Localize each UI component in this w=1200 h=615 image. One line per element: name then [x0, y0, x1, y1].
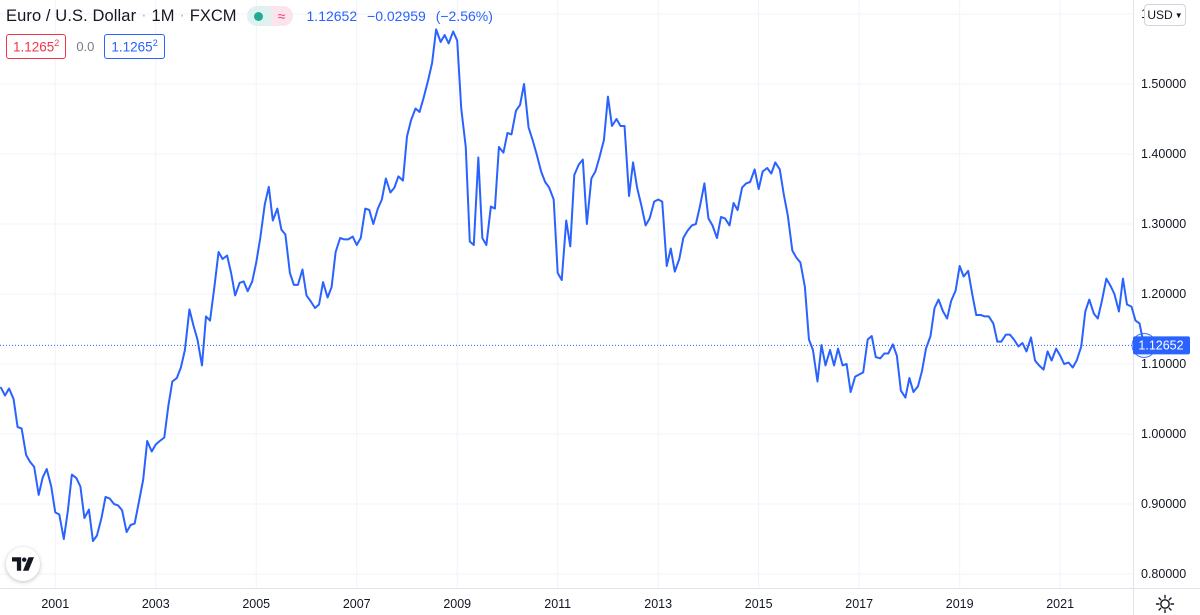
sell-price-sup: 2	[54, 38, 60, 48]
price-tick-label: 1.10000	[1141, 357, 1186, 371]
time-tick-label: 2003	[142, 597, 170, 611]
change-percent: (−2.56%)	[435, 8, 493, 24]
time-tick-label: 2001	[41, 597, 69, 611]
price-axis[interactable]: 0.80000 0.90000 1.00000 1.10000 1.20000 1.300…	[1141, 7, 1186, 581]
price-tick-label: 1.40000	[1141, 147, 1186, 161]
time-tick-label: 2017	[845, 597, 873, 611]
time-tick-label: 2013	[644, 597, 672, 611]
symbol-header: Euro / U.S. Dollar · 1M · FXCM ≈ 1.12652…	[6, 4, 499, 28]
price-change-readout: 1.12652 −0.02959 (−2.56%)	[307, 8, 499, 24]
tradingview-logo-glyph	[12, 557, 34, 571]
buy-price-box[interactable]: 1.12652	[104, 34, 165, 59]
buy-price-sup: 2	[152, 38, 158, 48]
price-tick-label: 1.30000	[1141, 217, 1186, 231]
time-tick-label: 2015	[745, 597, 773, 611]
time-tick-label: 2005	[242, 597, 270, 611]
time-axis[interactable]: 2001 2003 2005 2007 2009 2011 2013 2015 2017 2019…	[41, 597, 1074, 611]
time-tick-label: 2021	[1046, 597, 1074, 611]
price-legend: 1.12652 0.0 1.12652	[6, 34, 165, 59]
spread-value: 0.0	[76, 38, 95, 54]
buy-price: 1.1265	[111, 39, 153, 55]
change-value: −0.02959	[367, 8, 426, 24]
exchange-label: FXCM	[189, 6, 237, 25]
price-tick-label: 0.90000	[1141, 497, 1186, 511]
last-value: 1.12652	[306, 8, 358, 24]
sell-price: 1.1265	[13, 39, 55, 55]
currency-selector[interactable]: USD ▼	[1144, 4, 1186, 26]
last-price-label-text: 1.12652	[1138, 338, 1183, 352]
gear-icon[interactable]	[1155, 594, 1175, 614]
price-series-line	[0, 28, 1146, 543]
market-open-dot-icon[interactable]	[246, 6, 271, 26]
separator-dot: ·	[141, 7, 147, 24]
sell-price-box[interactable]: 1.12652	[6, 34, 67, 59]
price-tick-label: 1.20000	[1141, 287, 1186, 301]
symbol-title[interactable]: Euro / U.S. Dollar	[6, 6, 137, 25]
separator-dot: ·	[179, 7, 185, 24]
time-tick-label: 2011	[544, 597, 571, 611]
price-tick-label: 1.00000	[1141, 427, 1186, 441]
price-tick-label: 0.80000	[1141, 567, 1186, 581]
time-tick-label: 2007	[343, 597, 371, 611]
status-indicators[interactable]: ≈	[246, 6, 293, 26]
data-wave-icon[interactable]: ≈	[270, 6, 293, 26]
tradingview-logo-icon[interactable]	[6, 547, 40, 581]
last-price-label: 1.12652	[1133, 336, 1190, 355]
time-tick-label: 2009	[443, 597, 471, 611]
currency-label: USD	[1147, 8, 1173, 22]
timeframe-label[interactable]: 1M	[151, 6, 175, 25]
time-tick-label: 2019	[946, 597, 974, 611]
chevron-down-icon: ▼	[1174, 10, 1183, 20]
price-tick-label: 1.50000	[1141, 77, 1186, 91]
